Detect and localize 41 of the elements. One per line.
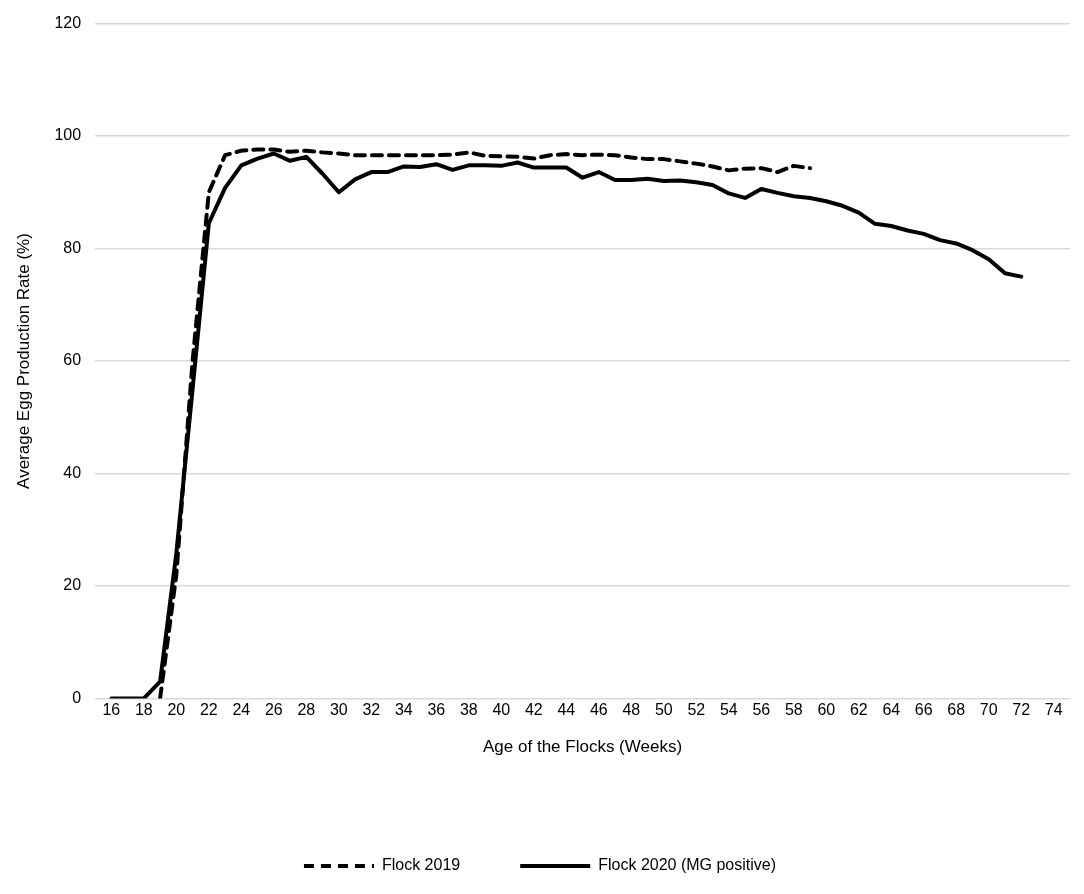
x-tick-label: 42: [524, 701, 543, 719]
y-tick-label: 120: [54, 14, 82, 32]
x-tick-label: 32: [362, 701, 381, 719]
x-tick-label: 34: [394, 701, 413, 719]
x-tick-label: 40: [492, 701, 511, 719]
x-tick-label: 18: [134, 701, 153, 719]
x-tick-label: 56: [752, 701, 771, 719]
x-tick-label: 38: [459, 701, 478, 719]
x-tick-label: 22: [199, 701, 218, 719]
x-tick-label: 66: [914, 701, 933, 719]
legend-label: Flock 2019: [381, 856, 461, 874]
x-tick-label: 52: [687, 701, 706, 719]
x-tick-label: 46: [589, 701, 608, 719]
legend-label: Flock 2020 (MG positive): [598, 856, 777, 874]
y-tick-label: 20: [63, 576, 82, 594]
x-tick-label: 48: [622, 701, 641, 719]
x-tick-label: 60: [817, 701, 836, 719]
y-tick-label: 60: [63, 351, 82, 369]
x-tick-label: 50: [654, 701, 673, 719]
x-tick-label: 64: [882, 701, 901, 719]
x-tick-label: 16: [102, 701, 121, 719]
x-tick-label: 28: [297, 701, 316, 719]
x-tick-label: 62: [849, 701, 868, 719]
x-tick-label: 26: [264, 701, 283, 719]
x-tick-label: 20: [167, 701, 186, 719]
y-axis-title: Average Egg Production Rate (%): [13, 233, 33, 489]
y-tick-label: 80: [63, 238, 82, 256]
x-axis-title: Age of the Flocks (Weeks): [483, 737, 683, 757]
x-tick-label: 44: [557, 701, 576, 719]
x-tick-label: 58: [784, 701, 803, 719]
x-tick-label: 70: [979, 701, 998, 719]
y-tick-label: 0: [72, 688, 82, 706]
x-tick-label: 36: [427, 701, 446, 719]
x-tick-label: 54: [719, 701, 738, 719]
x-tick-label: 30: [329, 701, 348, 719]
y-tick-label: 40: [63, 463, 82, 481]
x-tick-label: 24: [232, 701, 251, 719]
x-tick-label: 74: [1044, 701, 1063, 719]
x-tick-label: 72: [1012, 701, 1031, 719]
x-tick-label: 68: [947, 701, 966, 719]
y-tick-label: 100: [54, 126, 82, 144]
